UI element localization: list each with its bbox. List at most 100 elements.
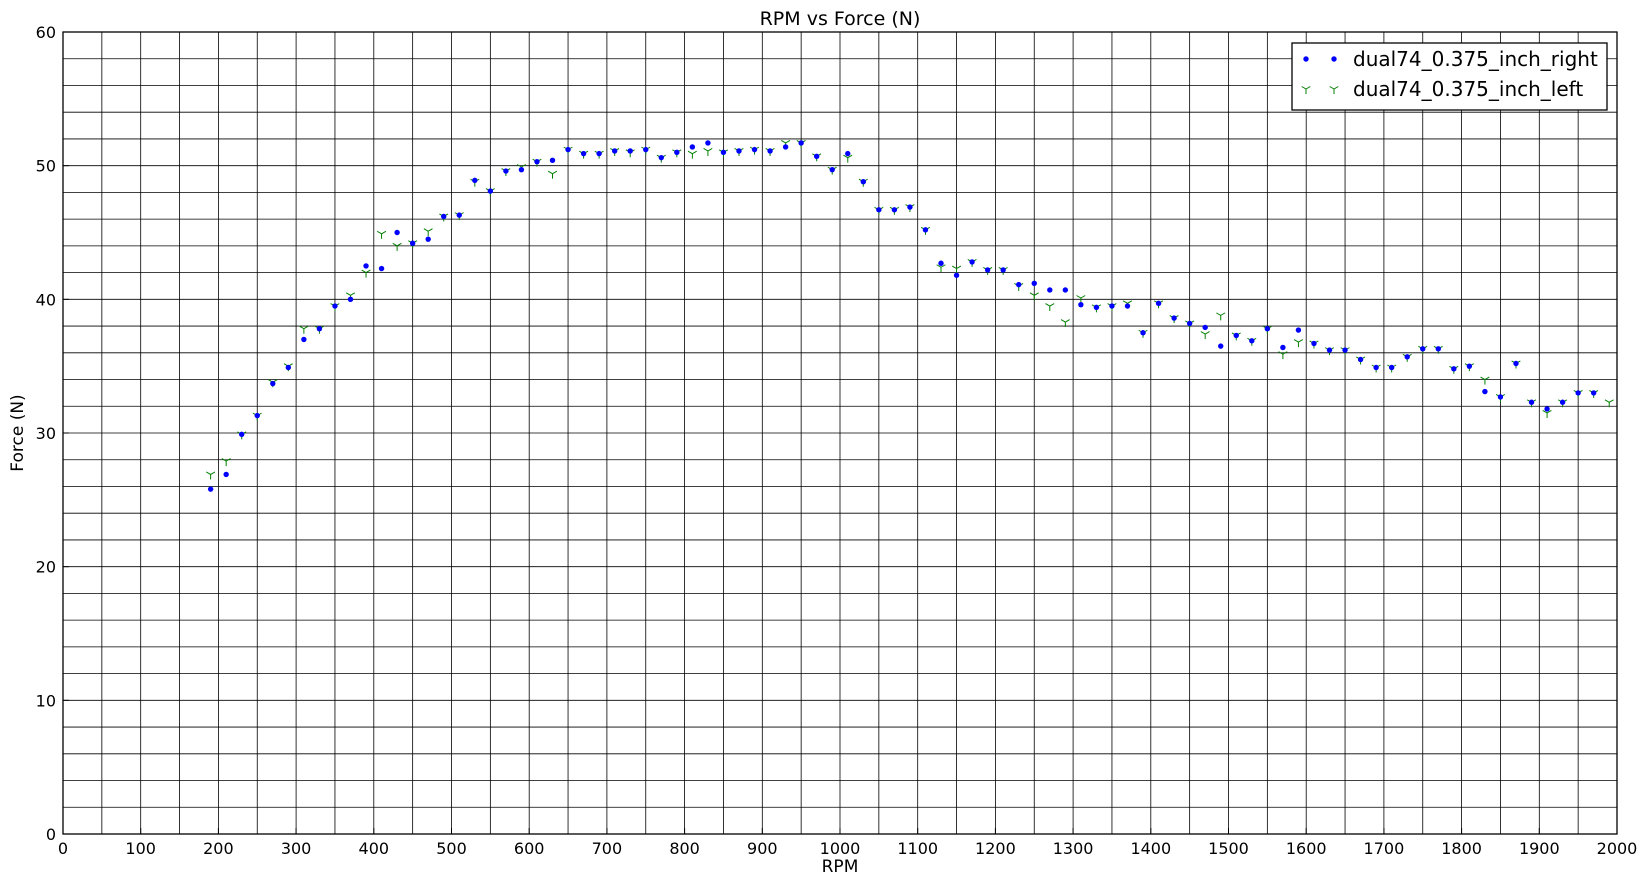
data-point xyxy=(361,269,371,278)
marker-arm-right xyxy=(210,471,216,475)
data-point xyxy=(1060,319,1070,328)
data-point xyxy=(316,326,323,332)
data-point xyxy=(1528,399,1535,405)
marker-arm-left xyxy=(1604,399,1610,403)
data-point xyxy=(1559,399,1566,405)
data-point xyxy=(1342,347,1348,353)
data-point xyxy=(423,228,433,237)
marker-arm-left xyxy=(376,230,382,235)
legend-box xyxy=(1291,42,1608,111)
data-point xyxy=(843,154,853,163)
legend-entries: dual74_0.375_inch_right dual74_0.375_inch… xyxy=(1301,47,1598,101)
x-tick-label: 1900 xyxy=(1519,839,1560,858)
marker-arm-left xyxy=(1076,295,1082,299)
data-point xyxy=(1497,394,1504,400)
marker-arm-right xyxy=(225,458,231,462)
data-point xyxy=(270,380,276,387)
legend-marker xyxy=(1301,86,1311,94)
marker-arm-right xyxy=(1333,86,1339,90)
marker-arm-left xyxy=(687,150,693,155)
data-point xyxy=(1542,410,1552,418)
data-point xyxy=(487,188,494,194)
data-point xyxy=(1466,363,1473,369)
marker-arm-left xyxy=(423,228,429,232)
data-point xyxy=(376,230,387,239)
data-point xyxy=(689,144,696,150)
data-point xyxy=(1062,287,1069,293)
marker-arm-right xyxy=(1298,339,1304,343)
marker-arm-left xyxy=(345,292,351,296)
data-point xyxy=(1451,366,1457,372)
data-point xyxy=(1218,343,1224,349)
data-point xyxy=(1124,303,1131,309)
data-point xyxy=(223,471,229,478)
marker-arm-left xyxy=(1060,319,1066,323)
data-point xyxy=(751,146,758,153)
data-point xyxy=(829,166,835,173)
data-point xyxy=(860,179,867,185)
data-point xyxy=(1000,267,1006,273)
data-point xyxy=(1404,354,1410,360)
data-point xyxy=(674,149,680,155)
data-point xyxy=(658,154,664,161)
data-point xyxy=(1200,331,1210,340)
marker-arm-right xyxy=(1305,86,1311,90)
marker-arm-right xyxy=(303,325,309,330)
data-point xyxy=(969,259,975,265)
x-tick-label: 100 xyxy=(125,839,156,858)
marker-arm-left xyxy=(299,325,305,330)
marker-arm-left xyxy=(516,164,522,168)
data-point xyxy=(611,148,618,154)
marker-arm-right xyxy=(1282,351,1288,355)
x-tick-label: 2000 xyxy=(1597,839,1638,858)
x-tick-label: 300 xyxy=(281,839,312,858)
legend-label: dual74_0.375_inch_left xyxy=(1353,77,1583,101)
data-point xyxy=(984,267,991,273)
marker-arm-right xyxy=(1608,399,1614,403)
marker-arm-right xyxy=(427,228,433,232)
x-tick-label: 1400 xyxy=(1130,839,1171,858)
data-point xyxy=(1171,315,1177,321)
marker-arm-left xyxy=(392,242,398,247)
data-point xyxy=(1513,360,1519,367)
marker-arm-left xyxy=(1480,376,1486,380)
data-point xyxy=(534,158,540,165)
y-axis-ticks: 0 10 20 30 40 50 60 xyxy=(36,23,69,844)
data-point xyxy=(392,242,402,251)
data-point xyxy=(782,144,789,150)
marker-arm-right xyxy=(552,170,558,175)
marker-arm-right xyxy=(707,148,713,152)
marker-arm-right xyxy=(1546,410,1552,414)
marker-arm-right xyxy=(1204,331,1210,335)
data-point xyxy=(301,336,307,343)
data-point xyxy=(1045,303,1055,312)
series-right xyxy=(207,140,1597,492)
data-point xyxy=(1186,320,1193,327)
data-point xyxy=(938,260,944,266)
data-point xyxy=(845,150,851,157)
marker-arm-right xyxy=(381,230,387,235)
marker-arm-left xyxy=(843,154,849,159)
data-point xyxy=(1216,312,1226,321)
data-point xyxy=(627,148,633,154)
x-tick-label: 1100 xyxy=(897,839,938,858)
data-point xyxy=(1047,287,1053,293)
x-tick-label: 400 xyxy=(359,839,390,858)
data-point xyxy=(580,150,587,157)
marker-arm-left xyxy=(1329,86,1335,90)
series-layer xyxy=(206,140,1614,492)
marker-arm-left xyxy=(361,269,367,274)
data-point xyxy=(1293,339,1304,348)
x-tick-label: 1700 xyxy=(1364,839,1405,858)
data-point xyxy=(1311,340,1317,347)
data-point xyxy=(1280,344,1286,351)
marker-arm-right xyxy=(350,292,356,296)
x-axis-title: RPM xyxy=(822,857,859,877)
data-point xyxy=(456,212,462,218)
data-point xyxy=(1482,388,1488,395)
x-tick-label: 1800 xyxy=(1441,839,1482,858)
x-tick-label: 800 xyxy=(669,839,700,858)
marker-arm-left xyxy=(936,264,942,268)
data-point xyxy=(1029,292,1039,301)
